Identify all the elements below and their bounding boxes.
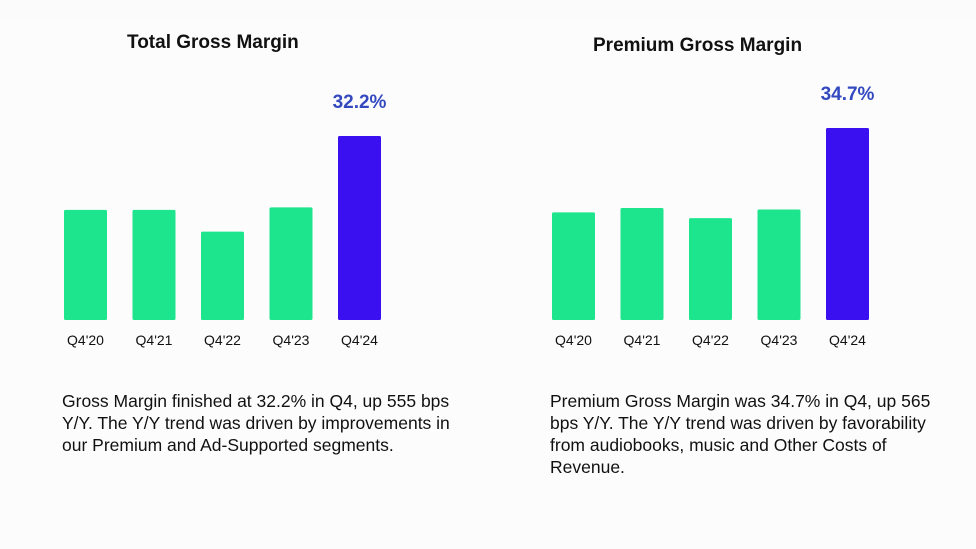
bar-q4-22 — [689, 218, 732, 320]
x-tick-label: Q4'23 — [761, 332, 798, 348]
bar-q4-23 — [269, 207, 313, 320]
x-tick-label: Q4'21 — [136, 332, 173, 348]
x-tick-label: Q4'20 — [67, 332, 104, 348]
premium-gross-margin-panel: Premium Gross Margin Q4'20 Q4'21 Q4'22 Q4'2… — [488, 0, 976, 549]
bar-q4-21 — [132, 209, 176, 320]
x-tick-label: Q4'22 — [204, 332, 241, 348]
bar-q4-20 — [64, 209, 107, 320]
x-tick-label: Q4'22 — [692, 332, 729, 348]
x-tick-label: Q4'24 — [341, 332, 378, 348]
data-label: 32.2% — [333, 92, 387, 113]
bar-q4-22 — [201, 231, 244, 320]
x-tick-label: Q4'20 — [555, 332, 592, 348]
total-gross-margin-chart: Q4'20 Q4'21 Q4'22 Q4'23 Q4'24 32.2% — [64, 92, 387, 348]
bar-q4-21 — [620, 208, 664, 320]
x-tick-label: Q4'23 — [273, 332, 310, 348]
data-label: 34.7% — [821, 84, 875, 105]
chart-caption: Premium Gross Margin was 34.7% in Q4, up… — [550, 391, 931, 477]
bar-q4-23 — [757, 209, 801, 320]
total-gross-margin-panel: Total Gross Margin Q4'20 Q4'21 Q4'22 Q4'23 Q… — [62, 32, 450, 455]
chart-title: Premium Gross Margin — [593, 35, 803, 56]
top-strip — [0, 0, 976, 20]
bar-q4-24 — [338, 136, 381, 320]
chart-title: Total Gross Margin — [127, 32, 299, 53]
x-tick-label: Q4'21 — [624, 332, 661, 348]
chart-caption: Gross Margin finished at 32.2% in Q4, up… — [62, 391, 450, 455]
bar-q4-20 — [552, 212, 595, 320]
bar-q4-24 — [826, 128, 869, 320]
premium-gross-margin-chart: Q4'20 Q4'21 Q4'22 Q4'23 Q4'24 34.7% — [552, 84, 875, 348]
x-tick-label: Q4'24 — [829, 332, 866, 348]
